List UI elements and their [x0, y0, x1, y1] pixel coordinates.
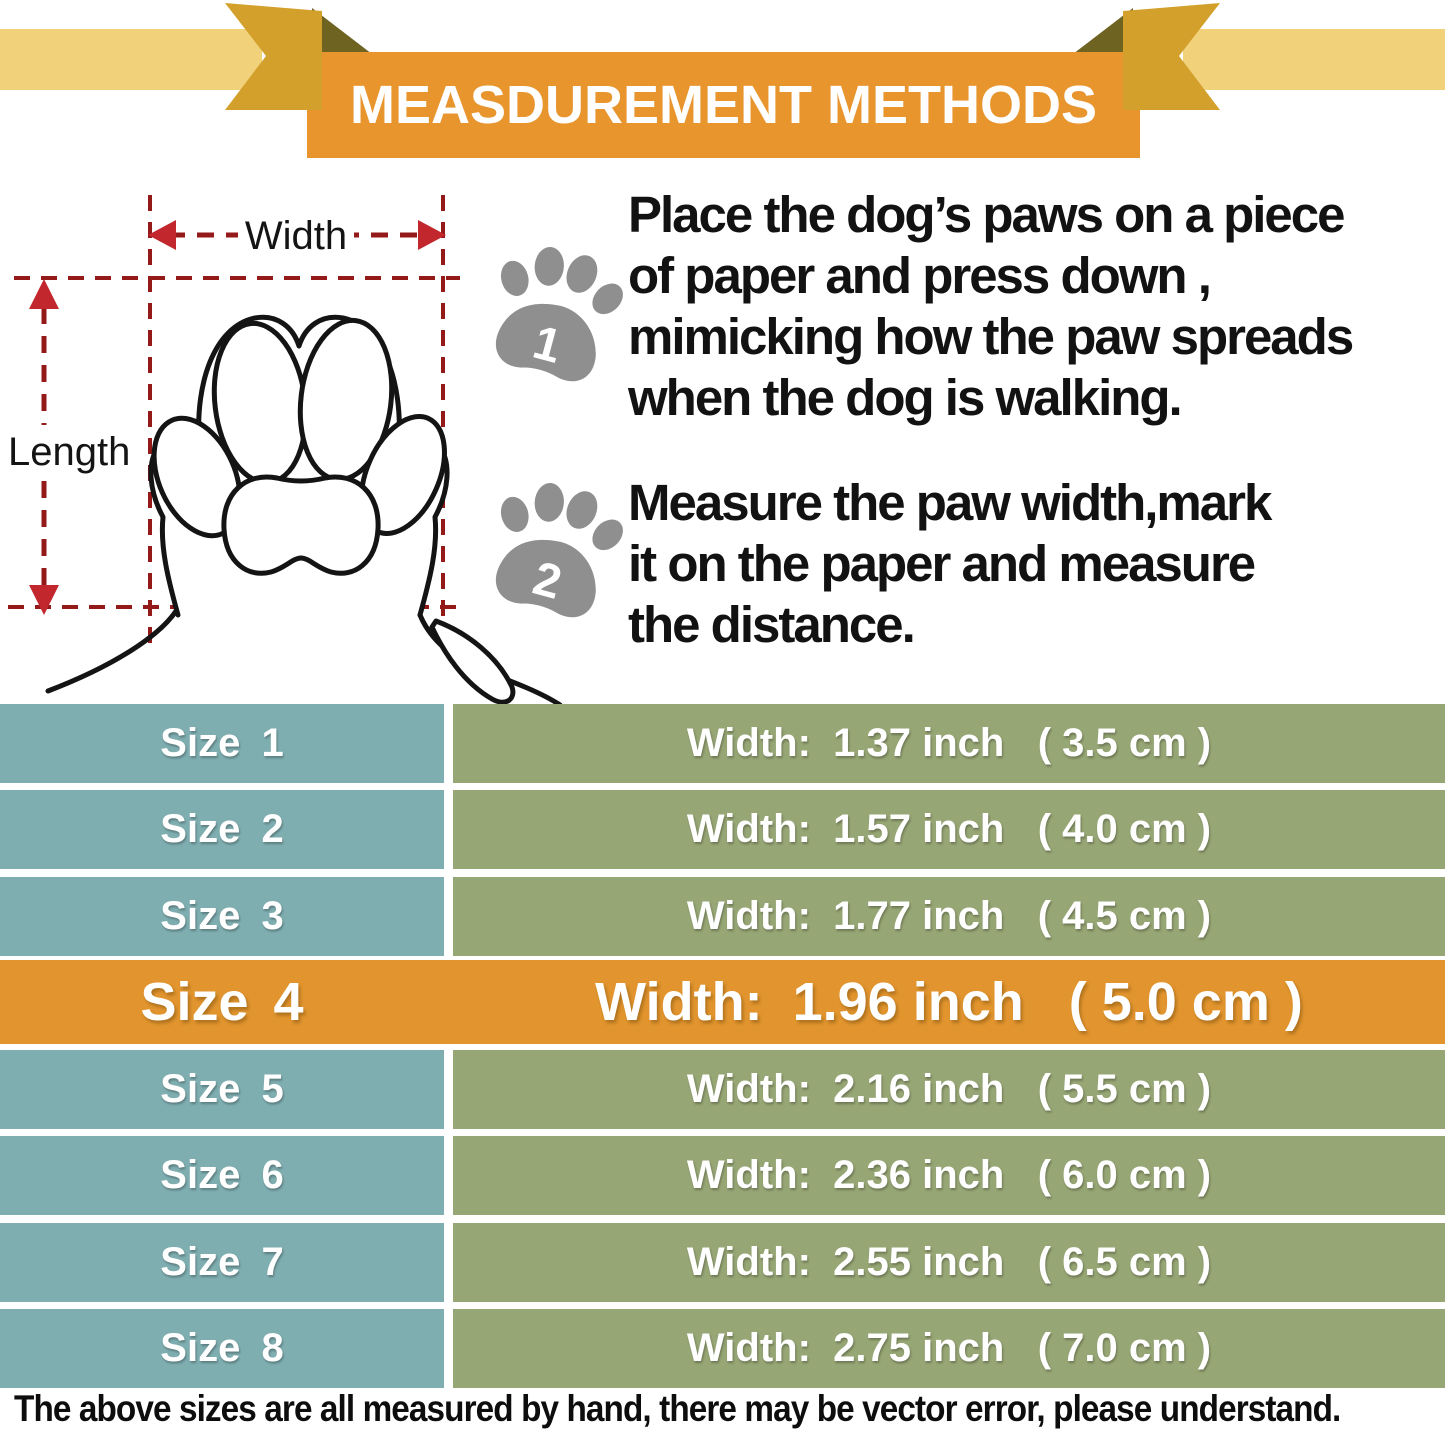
ribbon-fold-right	[1073, 8, 1133, 54]
size-row-4-highlighted: Size 4 Width: 1.96 inch ( 5.0 cm )	[0, 960, 1445, 1044]
size-cell: Size 4	[0, 960, 444, 1044]
ribbon-band-right	[1183, 29, 1445, 90]
ribbon-tail-left	[225, 3, 322, 110]
width-value: Width: 2.75 inch ( 7.0 cm )	[686, 1326, 1212, 1370]
ribbon-band-left	[0, 29, 262, 90]
size-row-8: Size 8 Width: 2.75 inch ( 7.0 cm )	[0, 1309, 1445, 1388]
width-value: Width: 1.57 inch ( 4.0 cm )	[686, 807, 1212, 851]
width-cell: Width: 1.57 inch ( 4.0 cm )	[453, 790, 1445, 869]
paw-measurement-diagram: Width Length	[0, 195, 637, 707]
size-cell: Size 6	[0, 1136, 444, 1215]
ribbon-banner-graphic	[0, 3, 1445, 158]
size-label: Size 2	[160, 807, 284, 851]
size-row-2: Size 2 Width: 1.57 inch ( 4.0 cm )	[0, 790, 1445, 869]
length-arrow: Length	[0, 279, 130, 615]
width-value: Width: 2.16 inch ( 5.5 cm )	[686, 1067, 1212, 1111]
step-2-instructions: Measure the paw width,mark it on the pap…	[628, 474, 1272, 653]
width-value: Width: 1.37 inch ( 3.5 cm )	[686, 721, 1212, 765]
ribbon-tail-right	[1123, 3, 1220, 110]
banner-rect	[307, 52, 1140, 158]
size-label: Size 4	[140, 972, 304, 1032]
page-title: MEASDUREMENT METHODS	[349, 75, 1097, 135]
size-label: Size 7	[160, 1240, 284, 1284]
footer-note: The above sizes are all measured by hand…	[14, 1388, 1341, 1429]
paw-outline-drawing	[45, 314, 563, 707]
width-value: Width: 2.36 inch ( 6.0 cm )	[686, 1153, 1212, 1197]
width-value: Width: 1.77 inch ( 4.5 cm )	[686, 894, 1212, 938]
paw-step-icon-1: 1	[472, 231, 637, 391]
size-row-6: Size 6 Width: 2.36 inch ( 6.0 cm )	[0, 1136, 1445, 1215]
width-cell: Width: 1.96 inch ( 5.0 cm )	[453, 960, 1445, 1044]
size-label: Size 5	[160, 1067, 284, 1111]
size-label: Size 6	[160, 1153, 284, 1197]
size-row-1: Size 1 Width: 1.37 inch ( 3.5 cm )	[0, 704, 1445, 783]
width-value: Width: 2.55 inch ( 6.5 cm )	[686, 1240, 1212, 1284]
width-value: Width: 1.96 inch ( 5.0 cm )	[595, 972, 1303, 1032]
size-row-7: Size 7 Width: 2.55 inch ( 6.5 cm )	[0, 1223, 1445, 1302]
size-label: Size 3	[160, 894, 284, 938]
width-cell: Width: 2.36 inch ( 6.0 cm )	[453, 1136, 1445, 1215]
size-cell: Size 8	[0, 1309, 444, 1388]
size-row-5: Size 5 Width: 2.16 inch ( 5.5 cm )	[0, 1050, 1445, 1129]
size-cell: Size 7	[0, 1223, 444, 1302]
width-arrow: Width	[148, 209, 446, 259]
stopper-pad-outline	[429, 618, 516, 705]
width-cell: Width: 1.37 inch ( 3.5 cm )	[453, 704, 1445, 783]
ribbon-fold-left	[312, 8, 372, 54]
step-1-instructions: Place the dog’s paws on a piece of paper…	[628, 186, 1354, 426]
size-row-3: Size 3 Width: 1.77 inch ( 4.5 cm )	[0, 877, 1445, 956]
paw-step-icon-2: 2	[472, 467, 637, 627]
length-label: Length	[8, 430, 130, 474]
size-cell: Size 2	[0, 790, 444, 869]
width-cell: Width: 2.55 inch ( 6.5 cm )	[453, 1223, 1445, 1302]
size-cell: Size 3	[0, 877, 444, 956]
size-cell: Size 1	[0, 704, 444, 783]
width-cell: Width: 2.16 inch ( 5.5 cm )	[453, 1050, 1445, 1129]
width-label: Width	[245, 214, 347, 258]
size-cell: Size 5	[0, 1050, 444, 1129]
size-label: Size 8	[160, 1326, 284, 1370]
width-cell: Width: 2.75 inch ( 7.0 cm )	[453, 1309, 1445, 1388]
width-cell: Width: 1.77 inch ( 4.5 cm )	[453, 877, 1445, 956]
size-label: Size 1	[160, 721, 284, 765]
